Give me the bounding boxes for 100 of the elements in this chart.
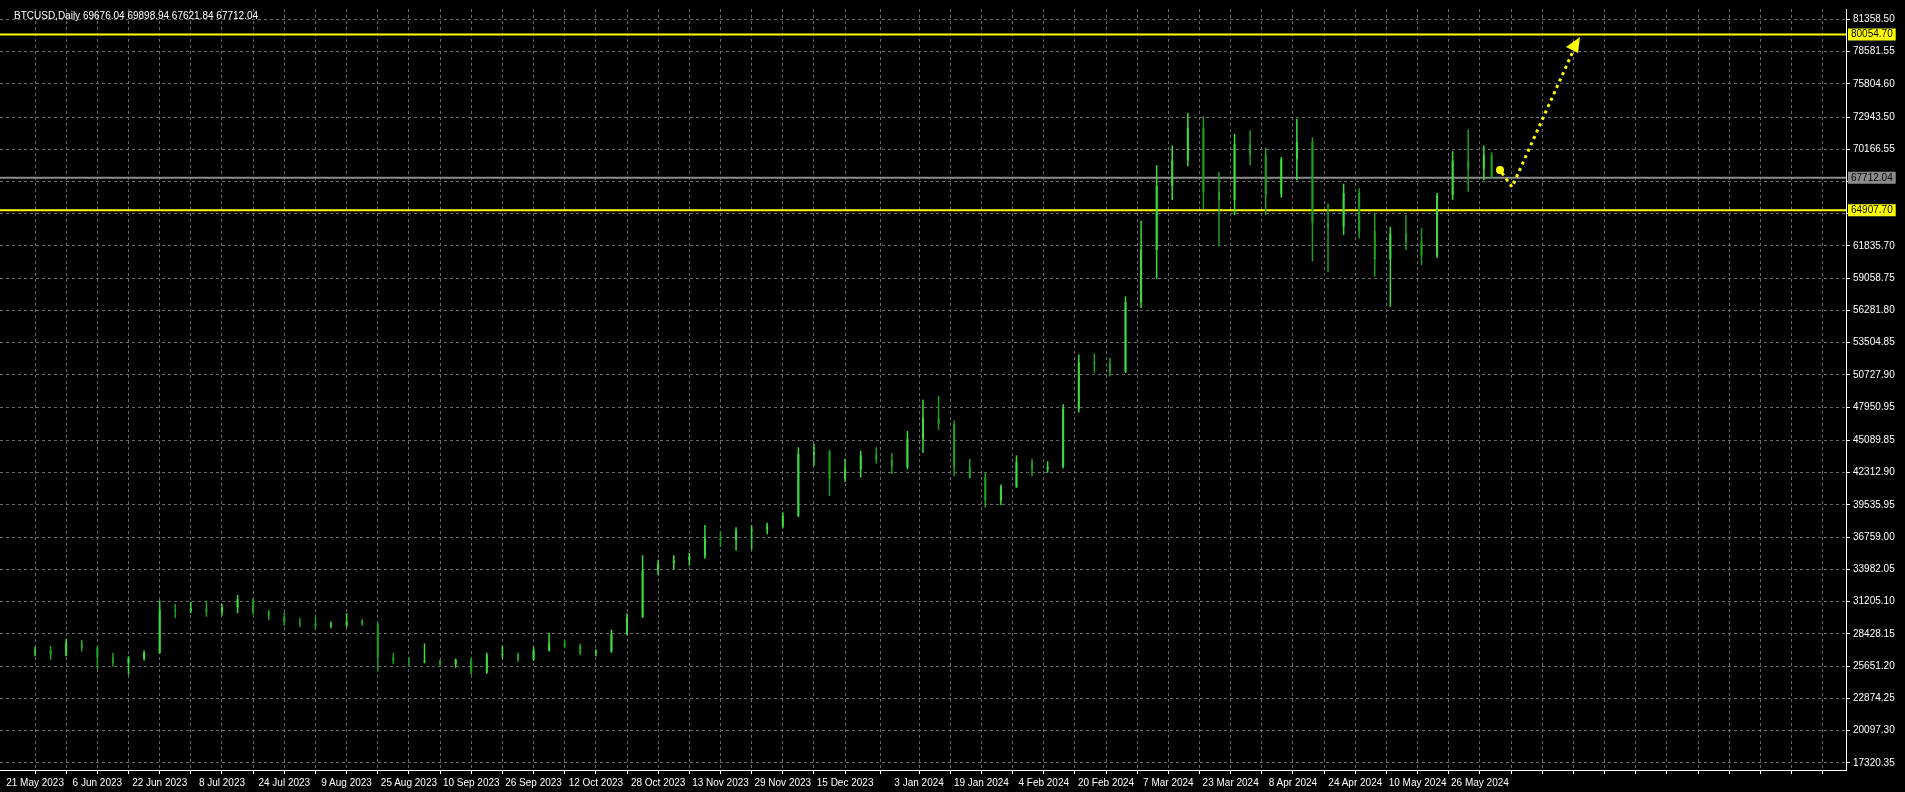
candlestick: [703, 524, 706, 560]
y-tick-label: 50727.90: [1853, 368, 1896, 380]
candlestick: [563, 639, 566, 649]
x-tick-label: 10 May 2024: [1388, 776, 1447, 788]
candlestick: [1490, 151, 1493, 180]
candlestick: [1280, 156, 1283, 199]
ref-line-label: 64907.70: [1851, 204, 1894, 216]
chart-title: BTCUSD,Daily 69676.04 69898.94 67621.84 67712.04: [14, 9, 259, 21]
candlestick: [501, 645, 504, 660]
candlestick: [610, 628, 613, 654]
y-tick-label: 53504.85: [1853, 336, 1896, 348]
candlestick: [968, 458, 971, 480]
x-tick-label: 24 Jul 2023: [258, 776, 311, 788]
x-tick-label: 23 Mar 2024: [1202, 776, 1260, 788]
candlestick: [49, 645, 52, 661]
candlestick: [735, 526, 738, 552]
x-tick-label: 21 May 2023: [6, 776, 65, 788]
candlestick: [1295, 117, 1298, 181]
candlestick: [548, 632, 551, 653]
candlestick: [1311, 136, 1314, 263]
y-tick-label: 72943.50: [1853, 110, 1896, 122]
y-tick-label: 25651.20: [1853, 659, 1896, 671]
candlestick: [1015, 454, 1018, 489]
candlestick: [859, 449, 862, 479]
candlestick: [96, 645, 99, 670]
x-tick-label: 29 Nov 2023: [754, 776, 812, 788]
ref-line-label: 80054.70: [1851, 28, 1894, 40]
candlestick: [1124, 295, 1127, 374]
candlestick: [1155, 164, 1158, 280]
y-tick-label: 22874.25: [1853, 692, 1896, 704]
x-tick-label: 12 Oct 2023: [568, 776, 624, 788]
candlestick: [1202, 115, 1205, 211]
candlestick: [407, 656, 410, 667]
candlestick: [267, 609, 270, 621]
candlestick: [34, 646, 37, 657]
y-tick-label: 75804.60: [1853, 77, 1896, 89]
candlestick: [330, 620, 333, 630]
candlestick: [1108, 357, 1111, 378]
candlestick: [844, 458, 847, 483]
y-tick-label: 20097.30: [1853, 724, 1896, 736]
candlestick: [392, 651, 395, 666]
candlestick: [1264, 146, 1267, 216]
y-tick-label: 70166.55: [1853, 143, 1896, 155]
y-tick-label: 59058.75: [1853, 271, 1896, 283]
y-tick-label: 56281.80: [1853, 304, 1896, 316]
candlestick: [922, 398, 924, 454]
candlestick: [688, 552, 691, 567]
candlestick: [345, 612, 348, 628]
x-tick-label: 28 Oct 2023: [630, 776, 686, 788]
x-tick-label: 8 Apr 2024: [1268, 776, 1318, 788]
x-tick-label: 26 Sep 2023: [505, 776, 563, 788]
candlestick: [423, 642, 426, 664]
candlestick: [298, 617, 301, 628]
x-tick-label: 6 Jun 2023: [72, 776, 123, 788]
candlestick: [236, 593, 239, 615]
candlestick: [890, 452, 893, 475]
candlestick: [1233, 133, 1236, 216]
y-tick-label: 42312.90: [1853, 466, 1896, 478]
candlestick: [594, 648, 597, 657]
candlestick: [1342, 182, 1345, 236]
y-tick-label: 17320.35: [1853, 756, 1896, 768]
x-tick-label: 24 Apr 2024: [1328, 776, 1383, 788]
x-tick-label: 3 Jan 2024: [894, 776, 945, 788]
candlestick: [1217, 171, 1220, 248]
candlestick: [283, 611, 286, 627]
candlestick: [937, 395, 940, 431]
candlestick: [1404, 214, 1407, 251]
y-tick-label: 36759.00: [1853, 530, 1896, 542]
candlestick: [1467, 128, 1470, 193]
candlestick: [220, 603, 223, 617]
ref-line-label: 67712.04: [1851, 171, 1894, 183]
candlestick: [158, 599, 161, 655]
x-tick-label: 25 Aug 2023: [380, 776, 438, 788]
candlestick: [906, 430, 909, 471]
candlestick: [1389, 225, 1392, 308]
y-tick-label: 28428.15: [1853, 627, 1896, 639]
candlestick: [1482, 144, 1485, 181]
x-tick-label: 15 Dec 2023: [816, 776, 874, 788]
candlestick: [984, 472, 987, 509]
candlestick: [532, 646, 535, 662]
candlestick: [750, 524, 753, 551]
candlestick: [641, 554, 644, 619]
x-tick-label: 10 Sep 2023: [442, 776, 501, 788]
candlestick: [1420, 227, 1423, 266]
x-tick-label: 8 Jul 2023: [198, 776, 246, 788]
y-tick-label: 61835.70: [1853, 239, 1896, 251]
y-tick-label: 78581.55: [1853, 45, 1896, 57]
candlestick: [626, 612, 629, 637]
x-tick-label: 13 Nov 2023: [692, 776, 750, 788]
candlestick: [1327, 202, 1330, 273]
y-tick-label: 31205.10: [1853, 595, 1896, 607]
y-tick-label: 81358.50: [1853, 13, 1896, 25]
x-tick-label: 22 Jun 2023: [132, 776, 188, 788]
candlestick: [1249, 129, 1252, 166]
candlestick: [579, 642, 582, 656]
x-tick-label: 4 Feb 2024: [1018, 776, 1070, 788]
x-tick-label: 7 Mar 2024: [1143, 776, 1195, 788]
y-tick-label: 39535.95: [1853, 498, 1896, 510]
y-tick-label: 33982.05: [1853, 563, 1896, 575]
x-tick-label: 19 Jan 2024: [953, 776, 1010, 788]
